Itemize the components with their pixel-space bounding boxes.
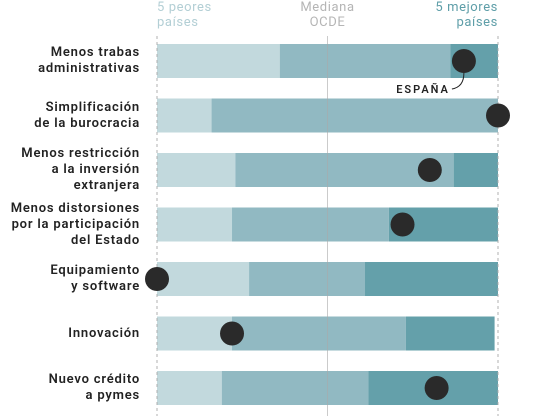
category-label: Menos trabas administrativas (38, 45, 140, 76)
category-label: Menos distorsiones por la participación … (10, 200, 140, 248)
spain-dot (486, 103, 510, 128)
spain-dot (424, 376, 449, 400)
bar-segment (157, 44, 280, 78)
annotation-label: ESPAÑA (396, 83, 450, 96)
bar-segment (249, 262, 366, 296)
header-label: 5 mejores países (435, 0, 498, 30)
bar-segment (235, 153, 454, 187)
spain-dot (220, 321, 245, 346)
bar-segment (405, 316, 495, 351)
bar-segment (453, 153, 498, 187)
spain-dot (145, 267, 169, 291)
bar-segment (232, 207, 389, 242)
spain-dot (390, 212, 415, 237)
spain-dot (451, 49, 476, 73)
header-label: 5 peores países (157, 0, 212, 30)
category-label: Innovación (68, 325, 140, 341)
bar-segment (157, 262, 250, 296)
spain-dot (417, 158, 442, 182)
bar-segment (157, 316, 233, 351)
category-label: Menos restricción a la inversión extranj… (21, 146, 140, 193)
bar-segment (365, 262, 498, 296)
bar-segment (211, 98, 498, 133)
bar-segment (157, 153, 236, 187)
category-label: Equipamiento y software (50, 263, 140, 294)
bar-segment (157, 207, 233, 242)
header-label: Mediana OCDE (300, 0, 355, 30)
bar-segment (232, 316, 406, 351)
bar-segment (221, 371, 369, 405)
bar-segment (157, 371, 222, 405)
category-label: Nuevo crédito a pymes (48, 372, 140, 403)
category-label: Simplificación de la burocracia (34, 99, 140, 131)
bar-segment (279, 44, 451, 78)
bar-segment (157, 98, 212, 133)
annotation-leader (451, 72, 465, 90)
